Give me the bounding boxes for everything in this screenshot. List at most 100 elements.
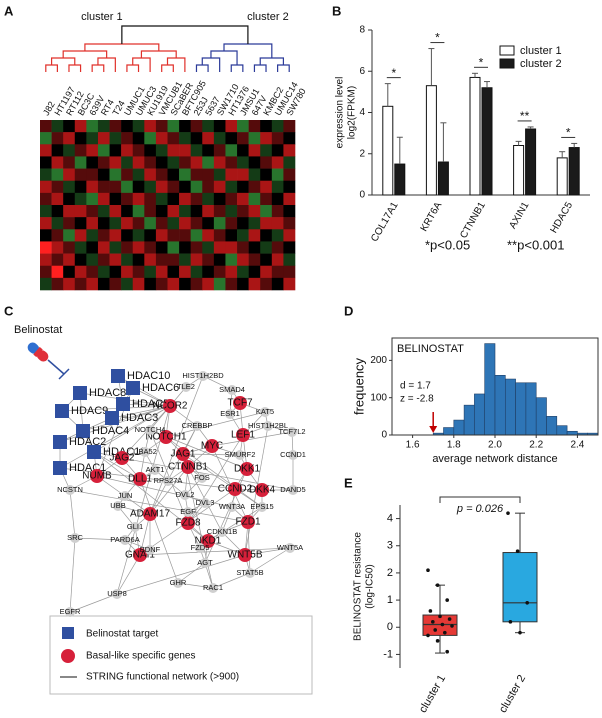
node-label: EGF: [180, 507, 196, 516]
heatmap-cell: [190, 229, 203, 242]
network-edge: [82, 405, 171, 432]
drug-icon: [27, 342, 49, 362]
histogram-bar: [556, 425, 568, 436]
heatmap-cell: [121, 132, 134, 145]
heatmap-cell: [248, 205, 261, 218]
data-point: [435, 639, 440, 643]
dendrogram-branch: [126, 64, 140, 72]
histogram-bar: [566, 430, 578, 436]
heatmap-cell: [155, 241, 168, 254]
basal-node: [228, 482, 242, 496]
heatmap-cell: [132, 217, 145, 230]
significance-label: *: [435, 31, 440, 45]
significance-label: *: [391, 66, 396, 80]
node-label: DLL1: [128, 474, 152, 485]
data-point: [518, 630, 522, 635]
heatmap-cell: [97, 205, 110, 218]
heatmap-cell: [121, 180, 134, 194]
x-tick-label: 2.2: [529, 440, 543, 451]
heatmap-cell: [144, 156, 157, 169]
node-label: GNAI1: [125, 550, 155, 561]
heatmap-cell: [237, 132, 249, 145]
heatmap-cell: [225, 180, 238, 194]
heatmap-cell: [121, 144, 134, 157]
data-point: [443, 630, 447, 635]
legend-label: STRING functional network (>900): [86, 672, 239, 683]
network-edge: [182, 453, 236, 490]
annotation: d = 1.7: [400, 381, 431, 392]
gene-node: [227, 502, 237, 512]
heatmap-cell: [202, 156, 215, 169]
heatmap-cell: [237, 180, 249, 194]
node-label: SMAD4: [219, 385, 245, 394]
y-tick-label: 200: [370, 355, 387, 366]
heatmap-cell: [283, 156, 296, 169]
heatmap-cell: [248, 265, 261, 279]
heatmap-cell: [121, 253, 134, 267]
y-tick-label: 4: [387, 512, 393, 524]
node-label: CTNNB1: [168, 462, 208, 473]
heatmap-cell: [260, 217, 273, 230]
heatmap-cell: [179, 205, 191, 218]
heatmap-cell: [74, 168, 87, 182]
basal-node: [255, 483, 269, 497]
heatmap-cell: [51, 156, 64, 169]
node-label: SRC: [67, 533, 83, 542]
heatmap-cell: [283, 168, 296, 182]
heatmap-cell: [202, 192, 215, 206]
data-point: [525, 601, 529, 605]
heatmap-cell: [86, 180, 99, 194]
basal-node: [241, 515, 255, 529]
heatmap-cell: [97, 132, 110, 145]
x-tick-label: COL17A1: [369, 200, 401, 244]
heatmap-cell: [202, 217, 215, 230]
heatmap-cell: [248, 217, 261, 230]
heatmap-cell: [40, 265, 52, 279]
heatmap-cell: [51, 192, 64, 206]
node-label: TLE2: [177, 382, 195, 391]
heatmap-cell: [109, 180, 122, 194]
heatmap-cell: [225, 120, 238, 133]
heatmap-cell: [132, 180, 145, 194]
x-tick-label: cluster 2: [497, 673, 528, 715]
y-tick-label: 0: [381, 430, 387, 441]
heatmap-cell: [74, 217, 87, 230]
p-bracket: [439, 496, 521, 503]
network-edge: [149, 375, 204, 515]
node-label: HIST1H2BL: [248, 421, 288, 430]
node-label: FZD1: [236, 517, 261, 528]
histogram-bar: [494, 375, 506, 436]
network-edge: [211, 431, 293, 447]
heatmap-cell: [167, 156, 180, 169]
gene-node: [145, 545, 155, 555]
heatmap-cell: [225, 192, 238, 206]
heatmap-cell: [179, 168, 191, 182]
heatmap-cell: [132, 241, 145, 254]
heatmap-cell: [63, 180, 76, 194]
legend-square: [62, 627, 74, 639]
heatmap-cell: [51, 144, 64, 157]
gene-node: [198, 371, 208, 381]
heatmap-cell: [86, 156, 99, 169]
node-label: DAND5: [280, 485, 305, 494]
heatmap-cell: [167, 205, 180, 218]
heatmap-cell: [86, 132, 99, 145]
heatmap-cell: [74, 241, 87, 254]
heatmap-cell: [237, 168, 249, 182]
node-label: FOS: [194, 473, 209, 482]
heatmap-cell: [179, 265, 191, 279]
heatmap-cell: [213, 205, 226, 218]
node-label: TCF7: [228, 398, 253, 409]
histogram-bar: [474, 393, 485, 436]
bar: [513, 145, 525, 196]
heatmap-cell: [179, 144, 191, 157]
data-point: [508, 620, 513, 624]
heatmap-cell: [271, 277, 284, 291]
data-point: [435, 583, 440, 587]
y-tick-label: 4: [359, 107, 365, 118]
heatmap-cell: [51, 253, 64, 267]
heatmap-cell: [237, 217, 249, 230]
heatmap-cell: [260, 265, 273, 279]
histogram-bar: [484, 343, 496, 436]
